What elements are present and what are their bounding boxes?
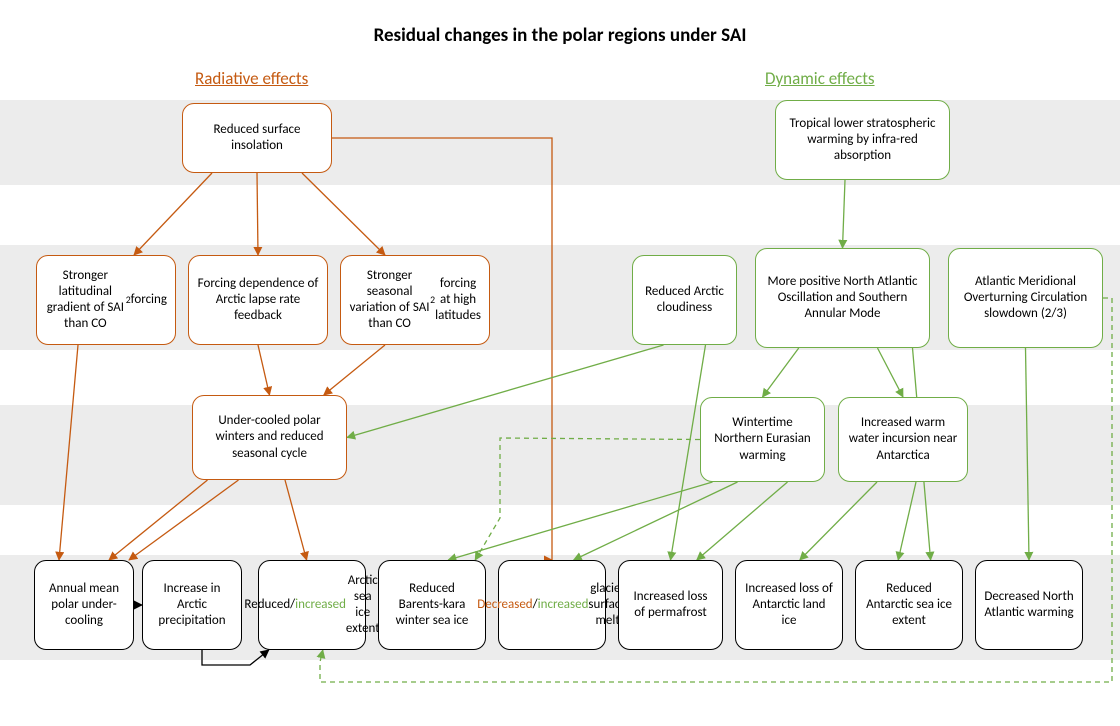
node-antseaice: Reduced Antarctic sea ice extent <box>855 560 963 650</box>
edge-tropstrat-nao <box>843 180 846 248</box>
node-nao: More positive North Atlantic Oscillation… <box>755 248 930 348</box>
edge-lapserate-undercooled <box>258 345 270 395</box>
edge-insolation-latgrad <box>134 173 212 255</box>
radiative-header: Radiative effects <box>195 68 308 89</box>
node-natlwarm: Decreased North Atlantic warming <box>975 560 1083 650</box>
node-annualmean: Annual mean polar under-cooling <box>34 560 134 650</box>
edge-insolation-lapserate <box>257 173 258 255</box>
node-latgrad: Stronger latitudinal gradient of SAI tha… <box>36 255 176 345</box>
edge-nao-winterNE <box>763 348 799 397</box>
node-arcticseaice: Reduced/ increased Arctic sea ice extent <box>258 560 366 650</box>
node-glaciermelt: Decreased/ increased glacier surface mel… <box>498 560 606 650</box>
edge-nao-warmwater <box>878 348 904 397</box>
node-barentskara: Reduced Barents-kara winter sea ice <box>378 560 486 650</box>
node-lapserate: Forcing dependence of Arctic lapse rate … <box>188 255 328 345</box>
node-insolation: Reduced surface insolation <box>182 103 332 173</box>
edge-insolation-seasonal <box>302 173 385 255</box>
node-amoc: Atlantic Meridional Overturning Circulat… <box>948 248 1103 348</box>
node-antlandice: Increased loss of Antarctic land ice <box>735 560 843 650</box>
node-seasonal: Stronger seasonal variation of SAI than … <box>340 255 490 345</box>
node-warmwater: Increased warm water incursion near Anta… <box>838 397 968 482</box>
node-tropstrat: Tropical lower stratospheric warming by … <box>775 100 950 180</box>
node-winterNE: Wintertime Northern Eurasian warming <box>700 397 825 482</box>
node-permafrost: Increased loss of permafrost <box>618 560 723 650</box>
node-undercooled: Under-cooled polar winters and reduced s… <box>192 395 347 480</box>
background-stripe <box>0 100 1120 185</box>
edge-seasonal-undercooled <box>324 345 385 395</box>
node-cloudiness: Reduced Arctic cloudiness <box>632 255 737 345</box>
dynamic-header: Dynamic effects <box>765 68 875 89</box>
node-arcticprecip: Increase in Arctic precipitation <box>142 560 242 650</box>
page-title: Residual changes in the polar regions un… <box>0 24 1120 47</box>
